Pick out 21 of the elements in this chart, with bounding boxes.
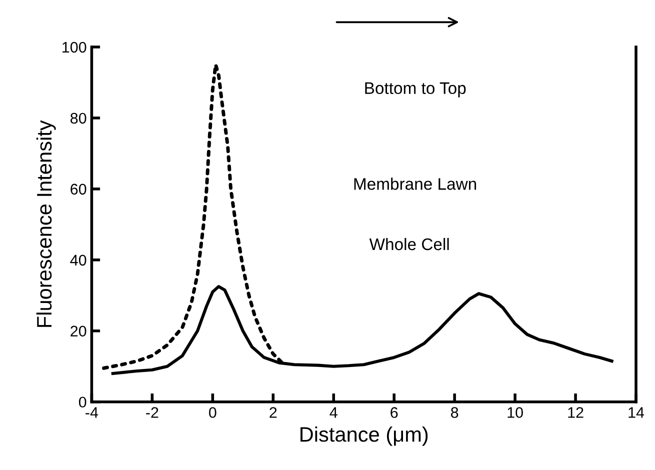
y-tick-label: 60 [70, 184, 86, 195]
y-tick-label: 0 [78, 396, 86, 408]
x-tick-label: 10 [508, 407, 523, 418]
annotation: Bottom to Top [365, 82, 466, 98]
x-tick-label: 8 [450, 407, 458, 418]
y-tick-label: 20 [70, 326, 86, 337]
x-tick-label: 14 [628, 407, 644, 418]
y-tick-label: 100 [62, 42, 86, 53]
y-axis-title: Fluorescence Intensity [36, 120, 56, 327]
x-tick-label: 2 [270, 407, 277, 418]
x-tick-label: 4 [330, 407, 338, 418]
x-tick-label: -4 [86, 407, 98, 418]
annotation: Whole Cell [369, 238, 449, 250]
x-tick-label: 12 [568, 407, 584, 418]
x-tick-label: 0 [209, 407, 216, 418]
annotation: Membrane Lawn [354, 178, 476, 190]
y-tick-label: 40 [70, 254, 86, 266]
y-tick-label: 80 [70, 112, 86, 124]
x-tick-label: 6 [390, 407, 398, 418]
x-tick-label: -2 [146, 407, 158, 418]
x-axis-title: Distance (μm) [300, 426, 428, 446]
